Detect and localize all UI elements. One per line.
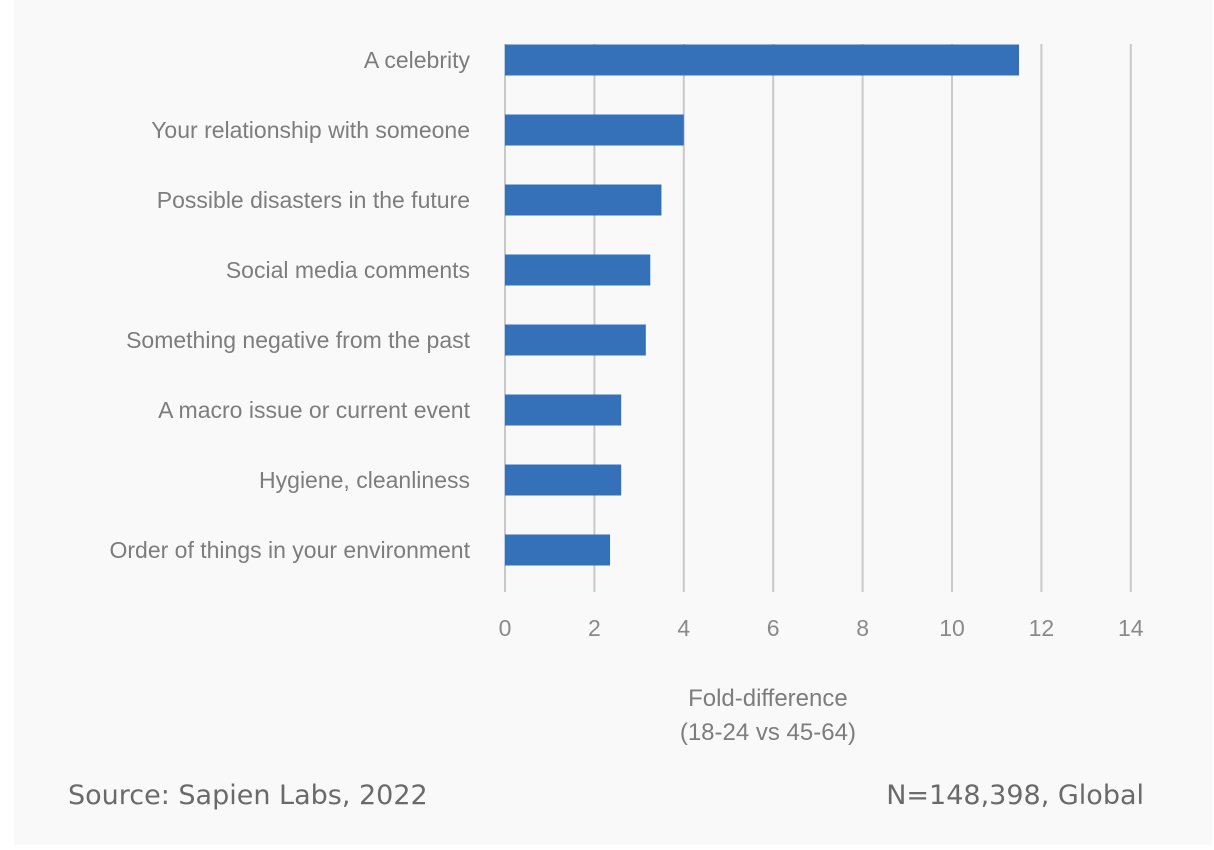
category-label: A macro issue or current event	[158, 397, 471, 423]
bar	[505, 254, 651, 286]
x-tick-label: 6	[767, 615, 780, 641]
bar	[505, 534, 611, 566]
bar	[505, 394, 622, 426]
x-tick-label: 14	[1118, 615, 1144, 641]
bar	[505, 184, 662, 216]
category-label: Order of things in your environment	[109, 537, 470, 563]
category-label: Hygiene, cleanliness	[259, 467, 470, 493]
x-axis-title-line-2: (18-24 vs 45-64)	[680, 719, 856, 746]
x-tick-label: 4	[677, 615, 690, 641]
bar	[505, 464, 622, 496]
bar	[505, 44, 1020, 76]
bars	[505, 44, 1020, 566]
bar	[505, 324, 646, 356]
sample-size-note: N=148,398, Global	[886, 780, 1144, 811]
x-tick-label: 0	[499, 615, 512, 641]
source-note: Source: Sapien Labs, 2022	[68, 780, 428, 811]
category-label: Possible disasters in the future	[157, 187, 470, 213]
x-tick-label: 12	[1029, 615, 1055, 641]
category-labels: A celebrity Your relationship with someon…	[109, 47, 470, 563]
x-axis-title-line-1: Fold-difference	[688, 685, 848, 712]
category-label: Your relationship with someone	[151, 117, 470, 143]
category-label: Something negative from the past	[126, 327, 471, 353]
bar	[505, 114, 684, 146]
category-label: A celebrity	[364, 47, 471, 73]
x-tick-label: 2	[588, 615, 601, 641]
x-tick-labels: 0 2 4 6 8 10 12 14	[499, 615, 1144, 641]
chart-frame: A celebrity Your relationship with someon…	[14, 0, 1212, 845]
category-label: Social media comments	[226, 257, 470, 283]
x-tick-label: 10	[939, 615, 965, 641]
bar-chart: A celebrity Your relationship with someon…	[109, 44, 1144, 746]
x-tick-label: 8	[856, 615, 869, 641]
